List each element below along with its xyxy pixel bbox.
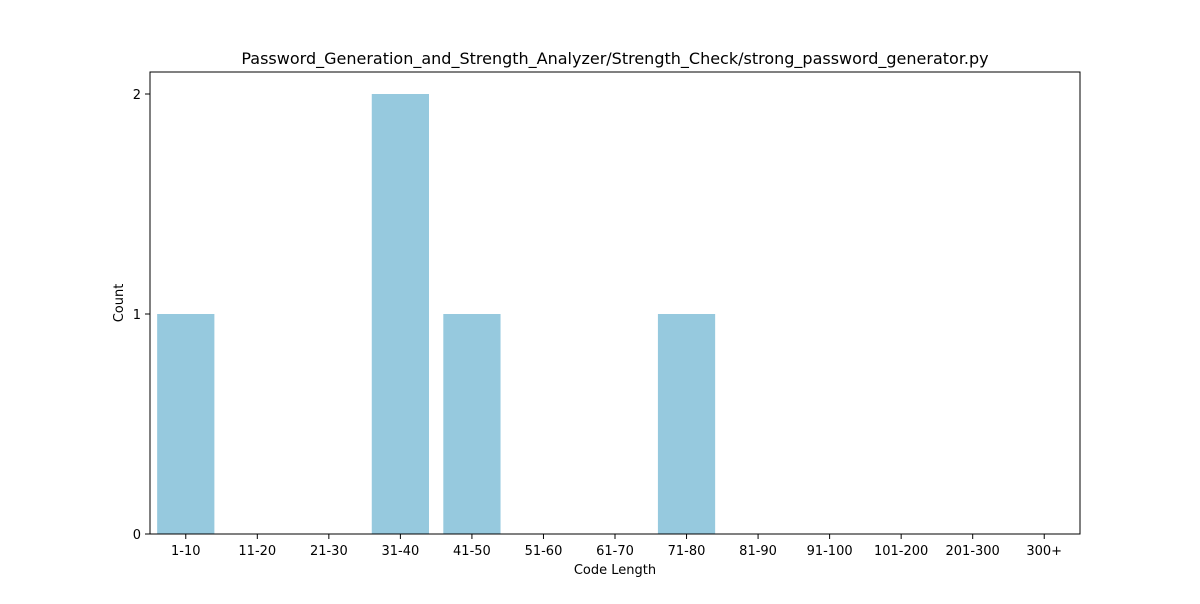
y-axis-label: Count [112, 284, 127, 323]
x-tick-label: 31-40 [381, 544, 419, 559]
x-tick-label: 101-200 [874, 544, 928, 559]
x-tick-label: 91-100 [807, 544, 853, 559]
x-tick-label: 1-10 [171, 544, 201, 559]
y-tick-label: 0 [133, 528, 141, 543]
y-tick-label: 2 [133, 88, 141, 103]
bar-71-80 [657, 314, 716, 534]
chart-title: Password_Generation_and_Strength_Analyze… [241, 49, 988, 69]
x-tick-label: 11-20 [238, 544, 276, 559]
x-tick-label: 41-50 [453, 544, 491, 559]
bar-1-10 [157, 314, 215, 534]
x-tick-label: 21-30 [310, 544, 348, 559]
x-tick-label: 300+ [1026, 544, 1062, 559]
x-tick-label: 51-60 [525, 544, 563, 559]
y-tick-label: 1 [133, 308, 141, 323]
bar-41-50 [443, 314, 501, 534]
x-tick-label: 201-300 [946, 544, 1000, 559]
x-tick-label: 81-90 [739, 544, 777, 559]
plot-area-frame [149, 71, 1081, 535]
bar-31-40 [371, 94, 429, 534]
x-axis-label: Code Length [574, 563, 656, 578]
x-tick-label: 71-80 [668, 544, 706, 559]
x-tick-label: 61-70 [596, 544, 634, 559]
